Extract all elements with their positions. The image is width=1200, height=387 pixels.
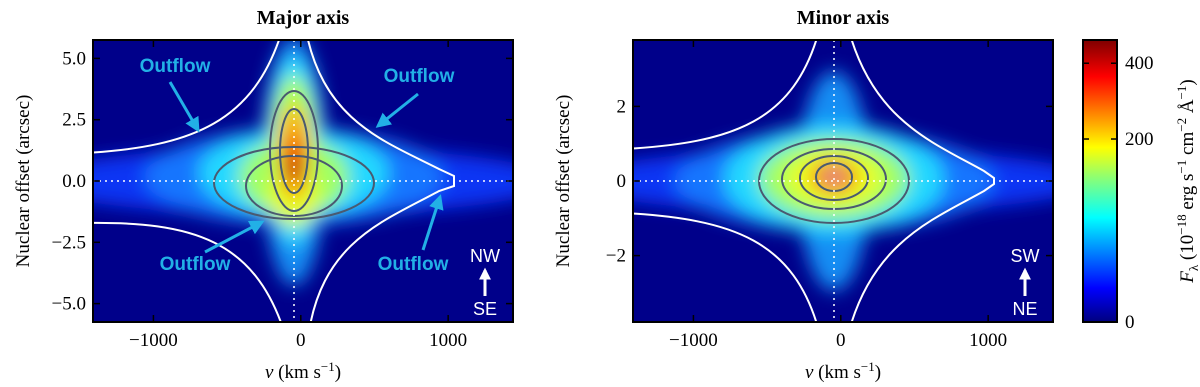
annotation-arrow (421, 194, 444, 251)
plot-area (633, 40, 1053, 322)
label-part: λ (1186, 264, 1200, 271)
y-tick-label: 5.0 (62, 48, 86, 69)
chart-title: Major axis (257, 7, 350, 29)
colorbar (1082, 39, 1118, 323)
colorbar-label: Fλ (10−18 erg s−1 cm−2 Å−1) (1174, 79, 1200, 283)
label-part: −1 (1174, 160, 1189, 174)
y-tick-label: −2.5 (52, 232, 86, 253)
annotation-arrow (204, 220, 265, 254)
label-part: erg s (1177, 174, 1198, 215)
annotation: Outflow (140, 56, 211, 77)
plot-area (93, 40, 513, 322)
label-part: −18 (1174, 214, 1189, 234)
label-part: −1 (1174, 86, 1189, 100)
label-part: Å (1177, 99, 1198, 118)
y-tick-label: 0 (617, 171, 627, 192)
label-part: (km s (813, 362, 861, 383)
y-tick-label: −5.0 (52, 294, 86, 315)
label-part: −1 (321, 359, 335, 374)
annotation-arrow (168, 81, 200, 133)
colorbar-tick-label: 200 (1125, 129, 1154, 150)
x-tick-label: −1000 (669, 330, 718, 351)
x-tick-label: 0 (296, 330, 306, 351)
label-part: F (1177, 271, 1198, 284)
y-axis-label: Nuclear offset (arcsec) (13, 95, 34, 268)
x-tick-label: 0 (836, 330, 846, 351)
colorbar-tick-label: 400 (1125, 53, 1154, 74)
contour (213, 146, 375, 220)
x-axis-label: v (km s−1) (265, 359, 341, 383)
x-tick-label: −1000 (129, 330, 178, 351)
x-tick-label: 1000 (429, 330, 467, 351)
contour (279, 108, 309, 194)
label-part: v (805, 362, 814, 383)
y-tick-label: 0.0 (62, 171, 86, 192)
label-part: −1 (861, 359, 875, 374)
emission-blob (829, 170, 839, 182)
y-tick-label: −2 (606, 246, 626, 267)
label-part: cm (1177, 132, 1198, 160)
colorbar-tick-label: 0 (1125, 312, 1135, 333)
label-part: (10 (1177, 235, 1198, 265)
label-part: −2 (1174, 118, 1189, 132)
y-tick-label: 2.5 (62, 110, 86, 131)
orientation-label: SW (1011, 246, 1040, 266)
label-part: v (265, 362, 274, 383)
chart-title: Minor axis (797, 7, 890, 29)
orientation-label: NW (470, 246, 500, 266)
y-tick-label: 2 (617, 96, 627, 117)
annotation: Outflow (384, 66, 455, 87)
y-axis-label: Nuclear offset (arcsec) (553, 95, 574, 268)
x-axis-label: v (km s−1) (805, 359, 881, 383)
label-part: ) (1177, 79, 1198, 85)
label-part: ) (875, 362, 881, 383)
orientation-label: SE (473, 299, 497, 319)
annotation: Outflow (378, 254, 449, 275)
contour (269, 90, 319, 212)
label-part: ) (335, 362, 341, 383)
orientation-label: NE (1012, 299, 1037, 319)
label-part: (km s (273, 362, 321, 383)
annotation-arrow (375, 92, 419, 128)
annotation: Outflow (160, 254, 231, 275)
emission-blob (288, 157, 300, 181)
x-tick-label: 1000 (969, 330, 1007, 351)
